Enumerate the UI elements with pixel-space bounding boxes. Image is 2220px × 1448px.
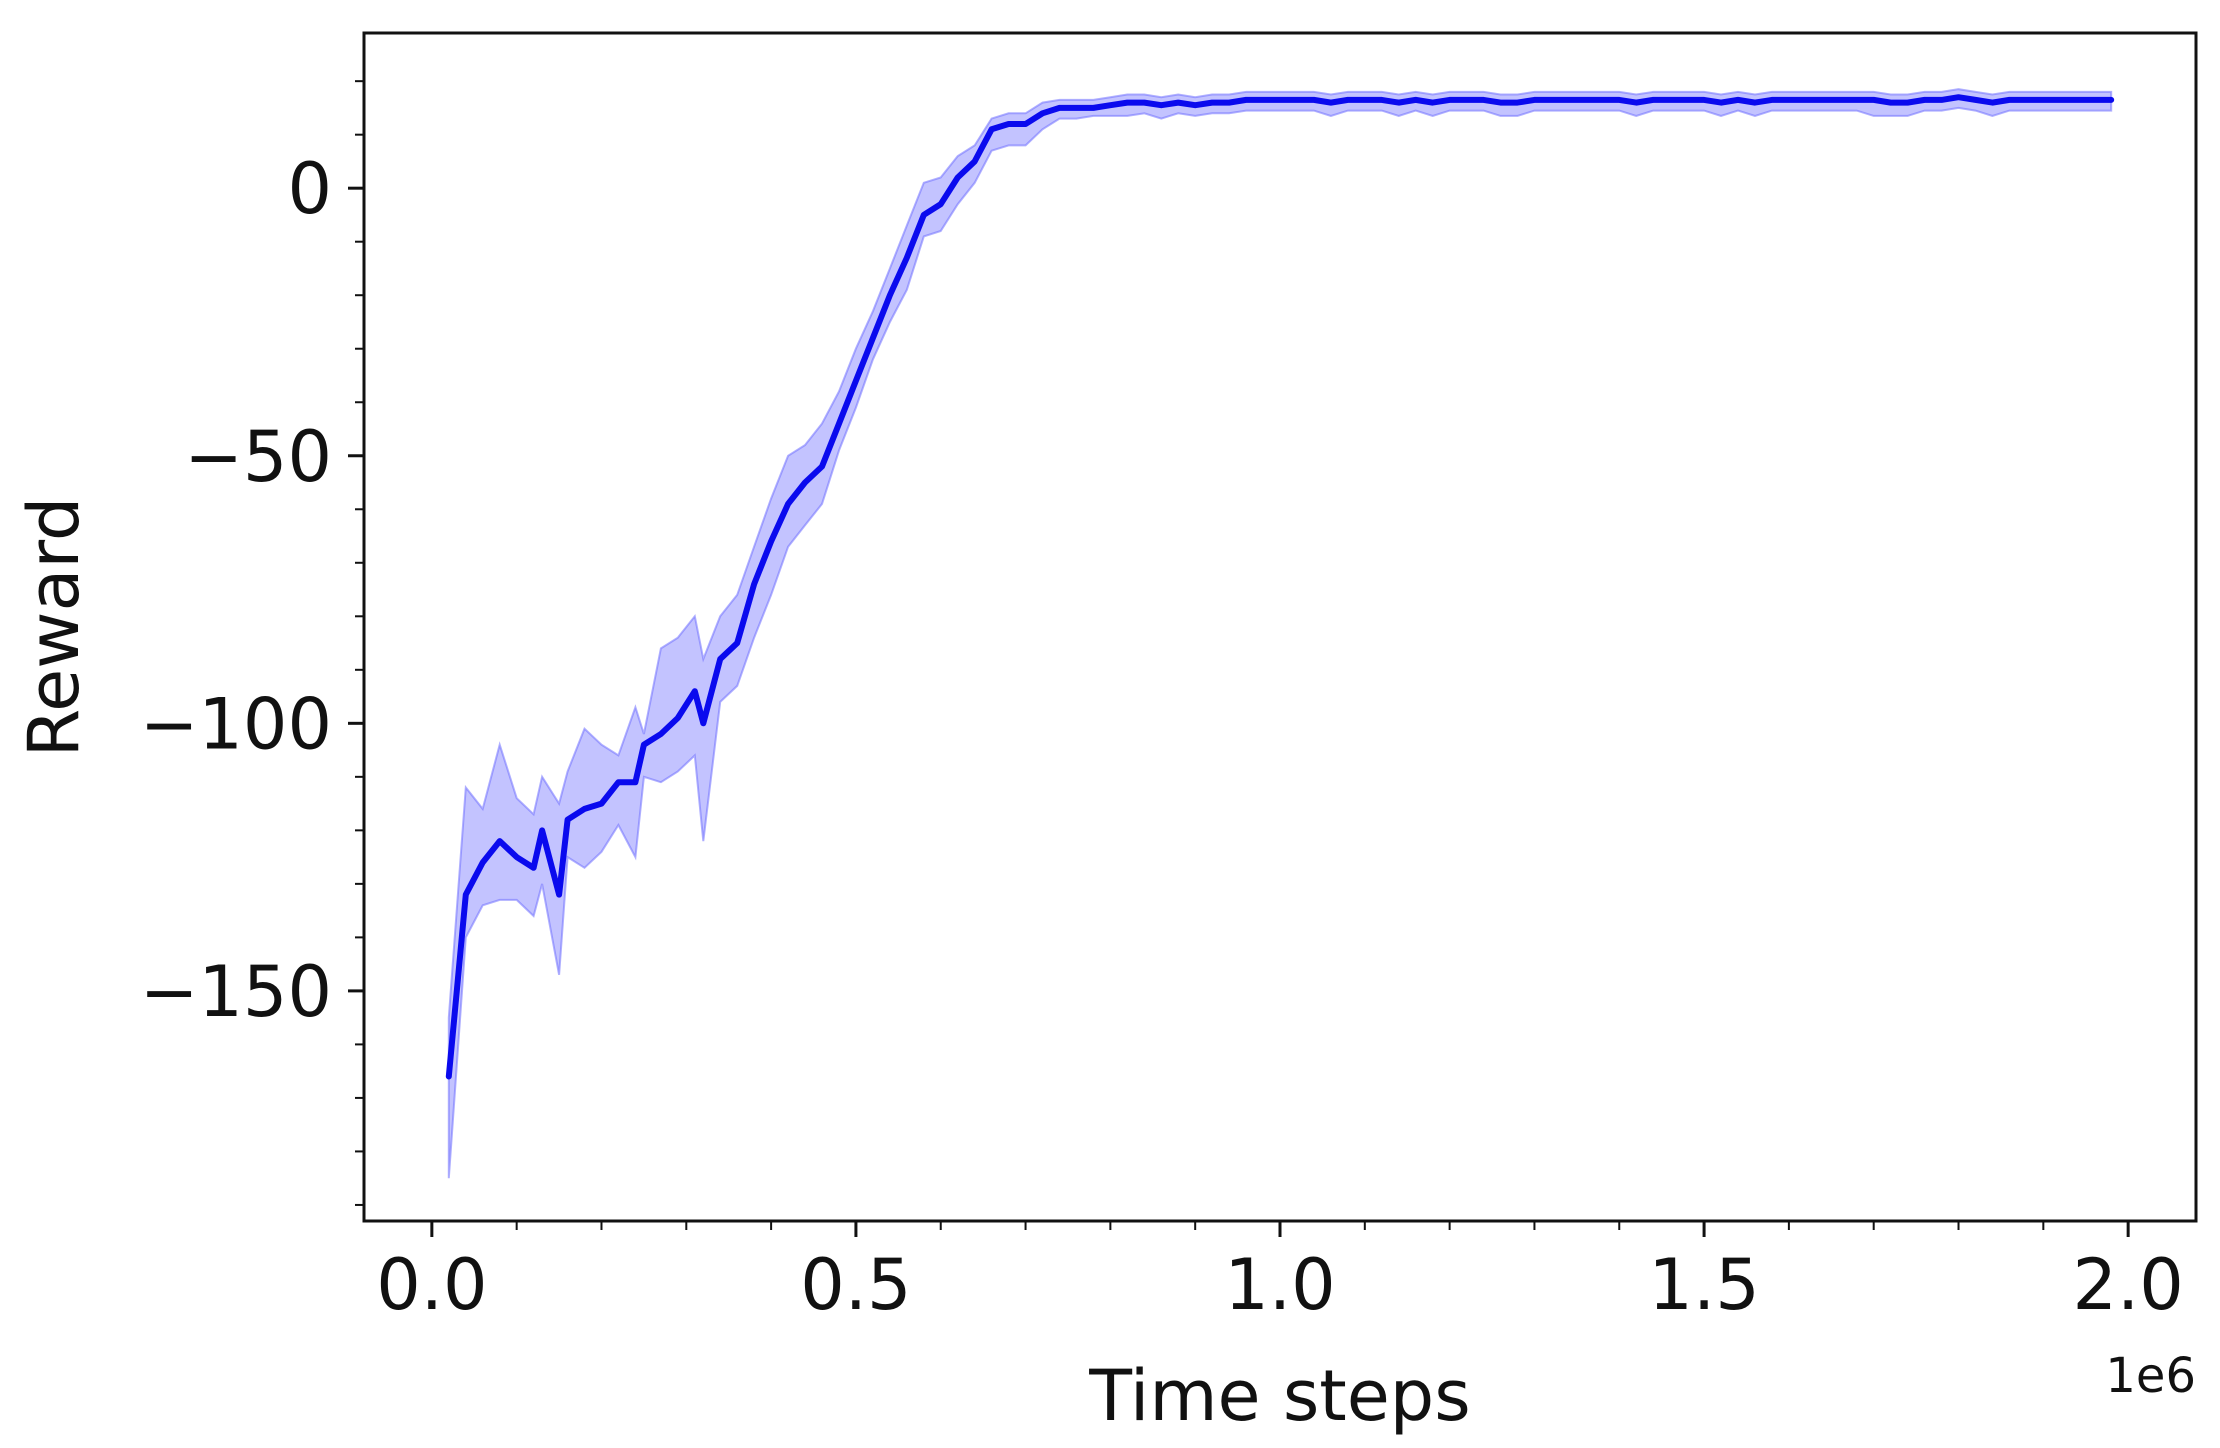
x-axis-ticks: 0.0 0.5 1.0 1.5 2.0 xyxy=(376,1221,2184,1326)
x-tick-label: 0.0 xyxy=(376,1244,487,1326)
x-tick-label: 0.5 xyxy=(800,1244,911,1326)
y-tick-label: 0 xyxy=(287,148,332,230)
x-axis-label: Time steps xyxy=(1088,1355,1470,1437)
series-line-layer xyxy=(445,94,2115,1080)
y-axis-label: Reward xyxy=(13,497,95,758)
x-tick-label: 1.0 xyxy=(1224,1244,1335,1326)
y-tick-label: −150 xyxy=(140,951,332,1033)
y-tick-label: −50 xyxy=(184,416,332,498)
x-tick-label: 1.5 xyxy=(1648,1244,1759,1326)
x-tick-label: 2.0 xyxy=(2072,1244,2183,1326)
x-axis-offset-label: 1e6 xyxy=(2105,1348,2196,1404)
y-axis-ticks: 0 −50 −100 −150 xyxy=(140,80,364,1206)
y-tick-label: −100 xyxy=(140,683,332,765)
reward-line xyxy=(445,94,2115,1080)
